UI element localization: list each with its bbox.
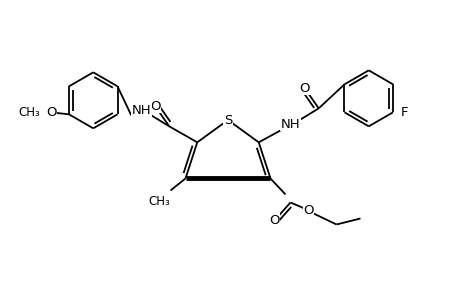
Text: NH: NH — [131, 104, 151, 117]
Text: O: O — [150, 100, 160, 113]
Text: O: O — [45, 106, 56, 119]
Text: NH: NH — [280, 118, 300, 131]
Text: O: O — [269, 214, 279, 227]
Text: CH₃: CH₃ — [148, 195, 170, 208]
Text: S: S — [224, 113, 232, 127]
Text: O: O — [302, 204, 313, 217]
Text: CH₃: CH₃ — [18, 106, 40, 119]
Text: O: O — [299, 82, 309, 95]
Text: F: F — [400, 106, 408, 119]
